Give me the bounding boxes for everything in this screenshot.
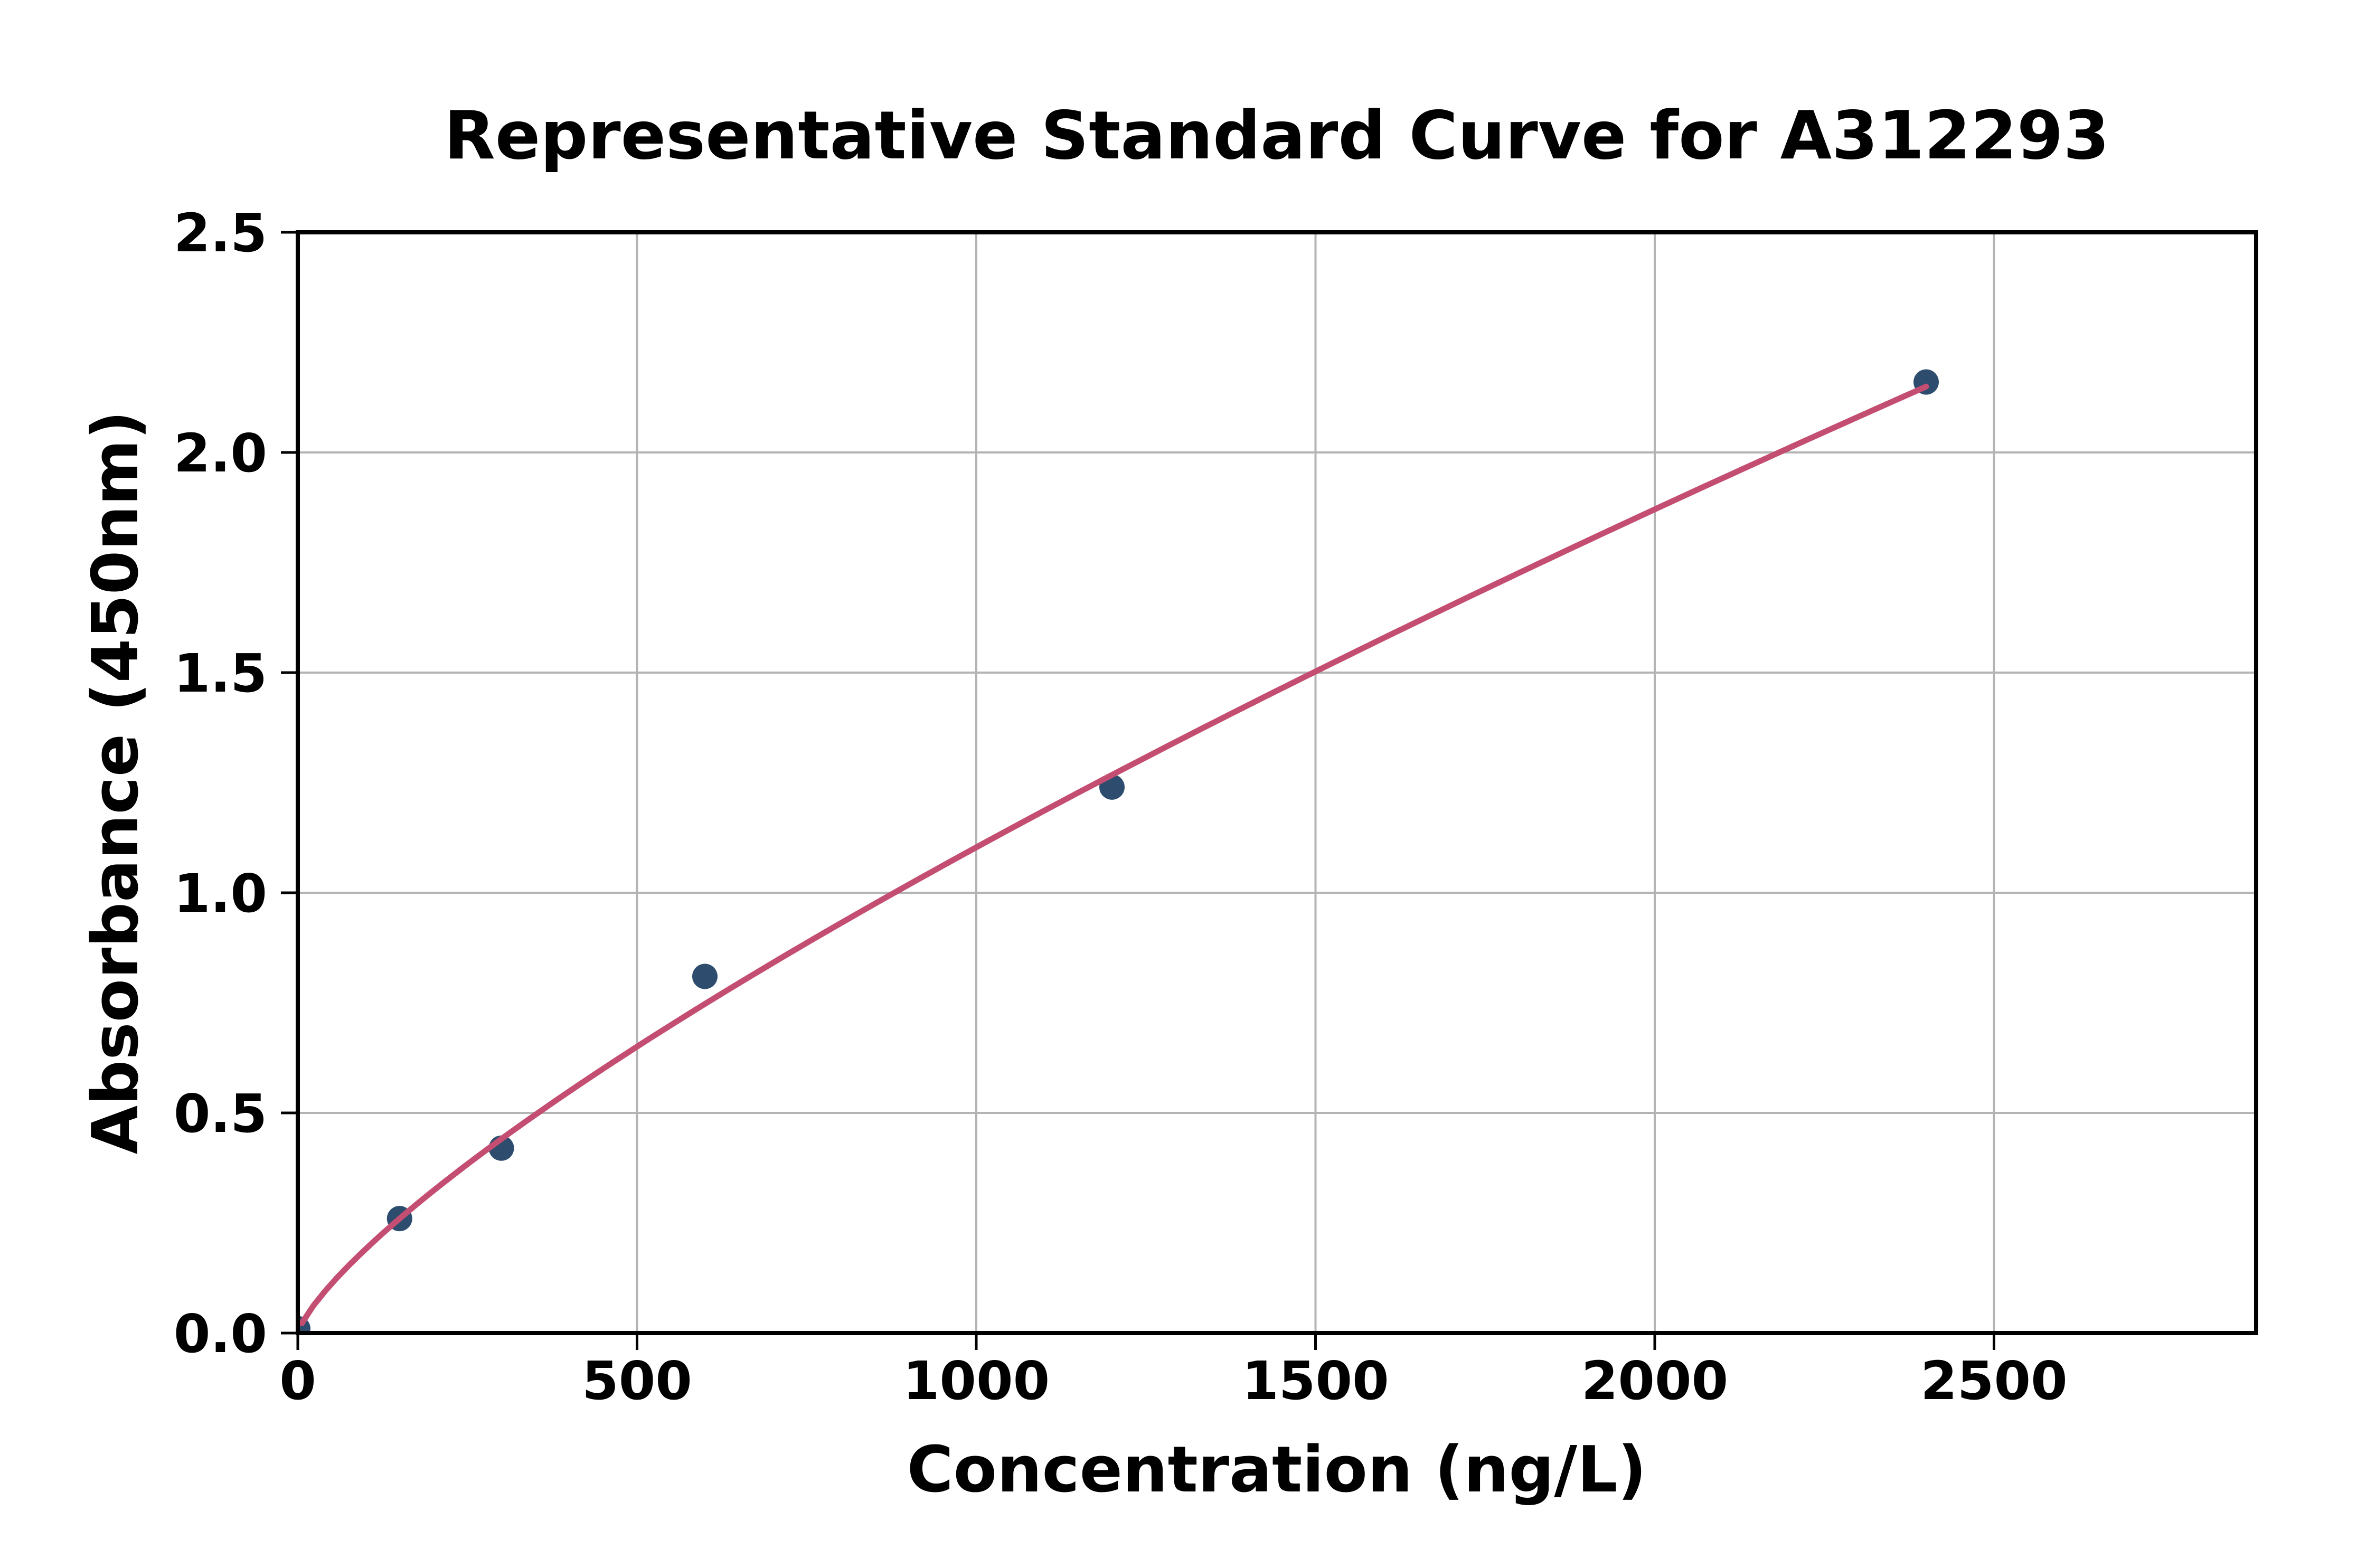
y-tick-label-0.5: 0.5 [174, 1083, 267, 1145]
x-tick-label-1000: 1000 [903, 1350, 1050, 1412]
x-tick-label-500: 500 [582, 1350, 692, 1412]
x-tick-label-2000: 2000 [1581, 1350, 1728, 1412]
y-tick-label-2.5: 2.5 [174, 202, 267, 264]
gridlines [298, 232, 2256, 1333]
fit-curve [299, 383, 1929, 1326]
y-tick-label-0.0: 0.0 [174, 1303, 267, 1365]
y-axis-label: Absorbance (450nm) [79, 410, 153, 1154]
y-tick-label-2.0: 2.0 [174, 422, 267, 484]
x-tick-label-1500: 1500 [1242, 1350, 1389, 1412]
plot-border [296, 230, 2258, 1335]
axis-tick-labels: 0 500 1000 1500 2000 2500 0.0 0.5 1.0 1.5 2.0 2.5 [174, 202, 2068, 1412]
chart-title: Representative Standard Curve for A31229… [444, 97, 2109, 174]
y-tick-label-1.5: 1.5 [174, 643, 267, 704]
y-tick-label-1.0: 1.0 [174, 863, 267, 924]
axis-tick-marks [281, 231, 1995, 1350]
x-axis-label: Concentration (ng/L) [907, 1433, 1647, 1507]
x-tick-label-2500: 2500 [1920, 1350, 2067, 1412]
data-point-600 [692, 964, 718, 989]
x-tick-label-0: 0 [279, 1350, 316, 1412]
